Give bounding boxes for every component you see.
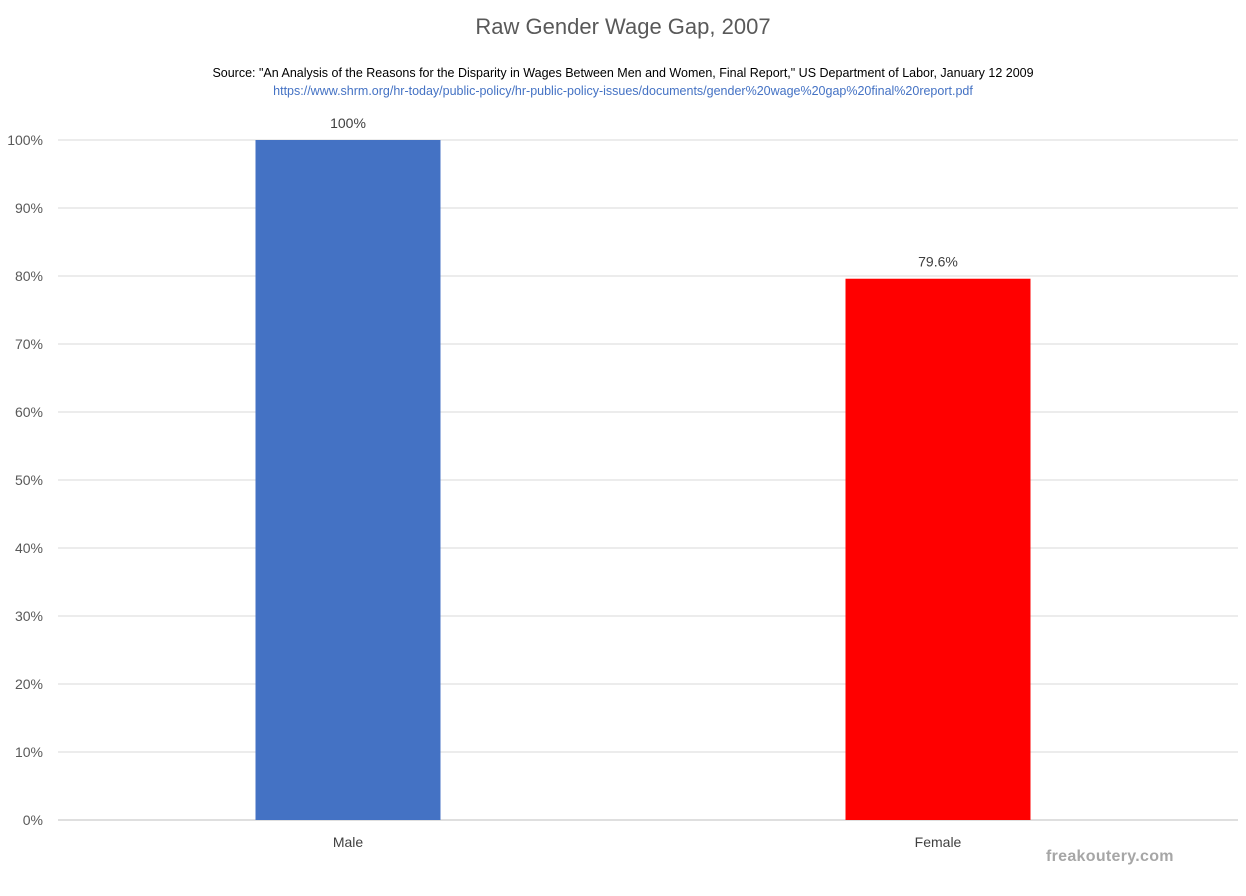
watermark: freakoutery.com [1046, 848, 1174, 865]
chart-title: Raw Gender Wage Gap, 2007 [475, 14, 771, 39]
y-tick-label: 90% [15, 200, 43, 216]
y-tick-label: 50% [15, 472, 43, 488]
y-tick-label: 40% [15, 540, 43, 556]
bar-male [255, 140, 441, 820]
x-category-label: Male [333, 834, 364, 850]
y-tick-label: 0% [23, 812, 43, 828]
chart-source-note: Source: "An Analysis of the Reasons for … [212, 66, 1034, 80]
y-tick-label: 10% [15, 744, 43, 760]
data-label-male: 100% [330, 115, 366, 131]
y-tick-label: 70% [15, 336, 43, 352]
y-tick-label: 60% [15, 404, 43, 420]
source-link[interactable]: https://www.shrm.org/hr-today/public-pol… [273, 84, 973, 98]
y-tick-label: 30% [15, 608, 43, 624]
x-category-label: Female [915, 834, 962, 850]
data-label-female: 79.6% [918, 254, 958, 270]
bar-female [845, 278, 1031, 821]
y-tick-label: 20% [15, 676, 43, 692]
y-tick-label: 80% [15, 268, 43, 284]
y-tick-label: 100% [7, 132, 43, 148]
